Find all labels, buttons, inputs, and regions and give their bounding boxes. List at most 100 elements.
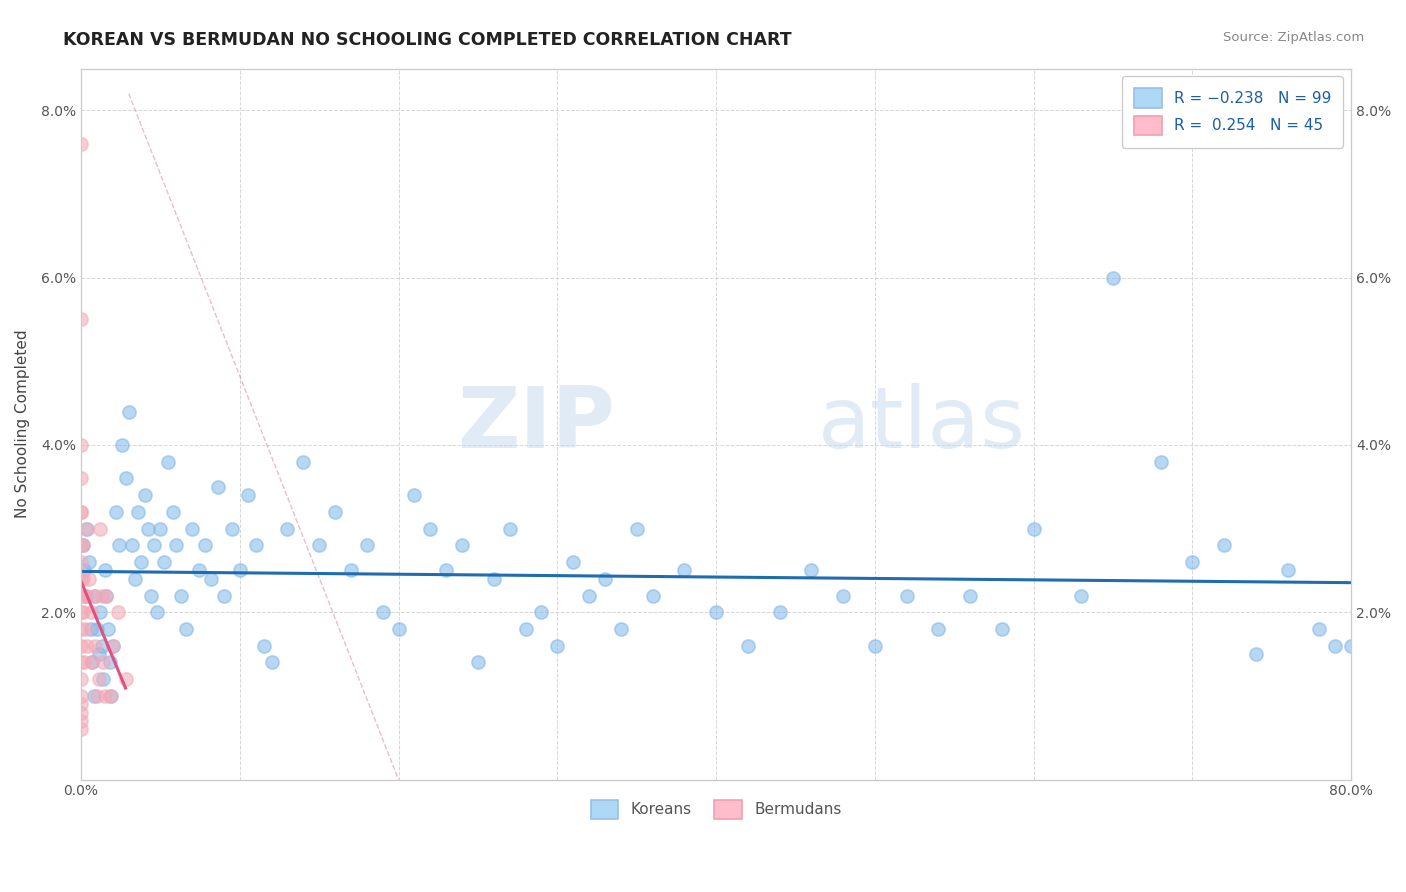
Point xyxy=(114,471,136,485)
Point xyxy=(260,656,283,670)
Point xyxy=(626,522,648,536)
Point xyxy=(371,605,394,619)
Point xyxy=(136,522,159,536)
Point xyxy=(96,589,118,603)
Point xyxy=(1308,622,1330,636)
Point xyxy=(107,605,129,619)
Point xyxy=(87,672,110,686)
Point xyxy=(75,589,97,603)
Point xyxy=(89,605,111,619)
Point xyxy=(86,622,108,636)
Point xyxy=(70,689,93,703)
Point xyxy=(82,656,104,670)
Point xyxy=(83,689,105,703)
Point xyxy=(70,471,93,485)
Point xyxy=(96,589,118,603)
Point xyxy=(118,404,141,418)
Point xyxy=(75,522,97,536)
Point xyxy=(546,639,568,653)
Point xyxy=(323,505,346,519)
Point xyxy=(434,564,457,578)
Point xyxy=(77,572,100,586)
Text: atlas: atlas xyxy=(818,383,1025,466)
Point xyxy=(236,488,259,502)
Point xyxy=(419,522,441,536)
Point xyxy=(111,438,134,452)
Point xyxy=(578,589,600,603)
Point xyxy=(70,622,93,636)
Point xyxy=(70,698,93,712)
Point xyxy=(800,564,823,578)
Point xyxy=(308,538,330,552)
Point xyxy=(170,589,193,603)
Point xyxy=(70,656,93,670)
Y-axis label: No Schooling Completed: No Schooling Completed xyxy=(15,330,30,518)
Point xyxy=(194,538,217,552)
Point xyxy=(1022,522,1045,536)
Point xyxy=(165,538,187,552)
Point xyxy=(245,538,267,552)
Point xyxy=(73,564,96,578)
Point xyxy=(70,136,93,151)
Point xyxy=(70,572,93,586)
Point xyxy=(90,639,112,653)
Point xyxy=(673,564,696,578)
Point xyxy=(87,647,110,661)
Point xyxy=(1244,647,1267,661)
Point xyxy=(98,656,121,670)
Point xyxy=(70,438,93,452)
Legend: Koreans, Bermudans: Koreans, Bermudans xyxy=(585,794,848,825)
Point xyxy=(73,656,96,670)
Point xyxy=(356,538,378,552)
Point xyxy=(221,522,243,536)
Point xyxy=(94,689,117,703)
Point xyxy=(70,672,93,686)
Point xyxy=(83,589,105,603)
Point xyxy=(991,622,1014,636)
Point xyxy=(641,589,664,603)
Point xyxy=(1149,455,1171,469)
Point xyxy=(162,505,184,519)
Point xyxy=(1070,589,1092,603)
Point xyxy=(76,522,98,536)
Point xyxy=(1277,564,1299,578)
Point xyxy=(157,455,180,469)
Point xyxy=(70,723,93,737)
Point xyxy=(131,555,153,569)
Point xyxy=(70,538,93,552)
Point xyxy=(94,564,117,578)
Point xyxy=(832,589,855,603)
Point xyxy=(404,488,426,502)
Point xyxy=(292,455,315,469)
Point xyxy=(143,538,166,552)
Point xyxy=(70,555,93,569)
Point xyxy=(72,538,94,552)
Point xyxy=(530,605,553,619)
Point xyxy=(959,589,981,603)
Point xyxy=(75,622,97,636)
Point xyxy=(212,589,235,603)
Point xyxy=(139,589,162,603)
Point xyxy=(181,522,204,536)
Point xyxy=(737,639,759,653)
Point xyxy=(1102,270,1125,285)
Point xyxy=(768,605,790,619)
Point xyxy=(387,622,409,636)
Point xyxy=(86,689,108,703)
Point xyxy=(101,639,124,653)
Point xyxy=(70,312,93,326)
Point xyxy=(124,572,146,586)
Point xyxy=(896,589,918,603)
Point xyxy=(207,480,229,494)
Point xyxy=(70,706,93,720)
Point xyxy=(340,564,363,578)
Point xyxy=(108,538,131,552)
Point xyxy=(927,622,949,636)
Point xyxy=(91,672,114,686)
Point xyxy=(75,589,97,603)
Point xyxy=(704,605,727,619)
Point xyxy=(593,572,616,586)
Point xyxy=(187,564,209,578)
Point xyxy=(97,622,120,636)
Point xyxy=(70,589,93,603)
